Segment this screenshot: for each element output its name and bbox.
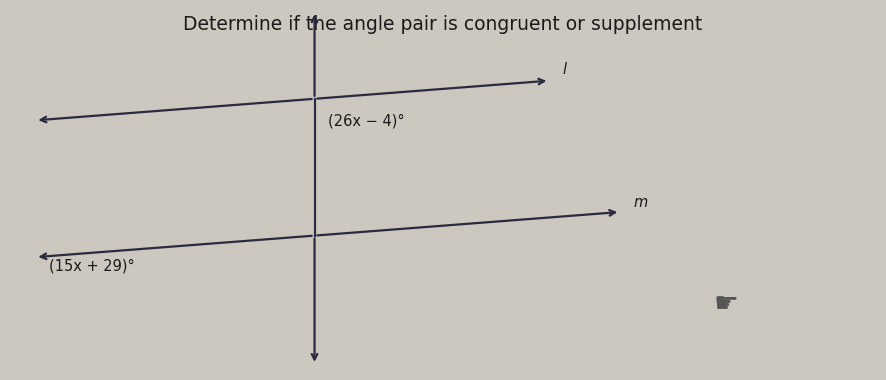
Text: ☛: ☛ — [714, 290, 739, 318]
Text: (26x − 4)°: (26x − 4)° — [328, 114, 404, 129]
Text: (15x + 29)°: (15x + 29)° — [49, 258, 135, 273]
Text: Determine if the angle pair is congruent or supplement: Determine if the angle pair is congruent… — [183, 15, 703, 34]
Text: m: m — [633, 195, 648, 210]
Text: l: l — [563, 62, 567, 77]
